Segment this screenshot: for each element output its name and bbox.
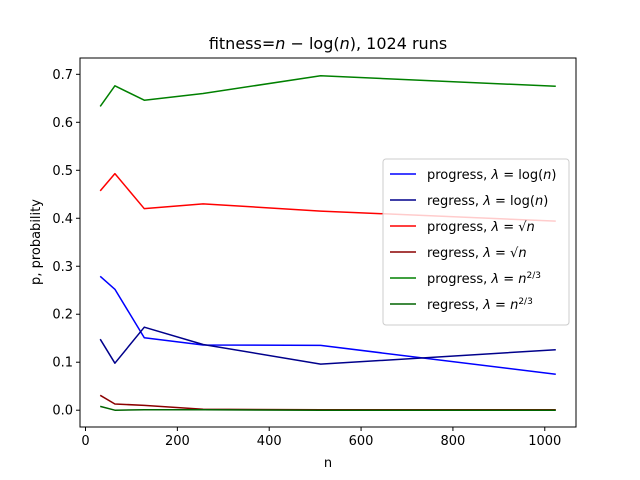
legend-label-4: progress, λ = n2/3 <box>427 271 541 287</box>
series-line-0 <box>99 275 556 375</box>
legend-entries: progress, λ = log(n) regress, λ = log(n) p… <box>390 168 556 313</box>
series-line-1 <box>99 326 556 365</box>
x-axis-ticks: 0 200 400 600 800 1000 <box>81 427 561 449</box>
legend-label-5: regress, λ = n2/3 <box>427 297 533 313</box>
x-axis-label: n <box>324 456 332 471</box>
chart-title-var-n2: n <box>340 34 350 53</box>
y-tick-label: 0.5 <box>52 164 73 179</box>
chart-title-var-n: n <box>275 34 285 53</box>
series-line-2 <box>99 172 556 222</box>
y-tick-label: 0.4 <box>52 212 73 227</box>
y-tick-label: 0.2 <box>52 308 73 323</box>
x-tick-label: 0 <box>81 434 89 449</box>
x-tick-label: 400 <box>257 434 282 449</box>
y-tick-label: 0.1 <box>52 356 73 371</box>
y-tick-label: 0.3 <box>52 260 73 275</box>
chart-title-suffix: ), 1024 runs <box>350 34 447 53</box>
chart-title-minus-log: − log( <box>285 34 339 53</box>
y-tick-label: 0.0 <box>52 404 73 419</box>
series-line-5 <box>100 405 556 411</box>
x-tick-label: 800 <box>441 434 466 449</box>
series-line-3 <box>99 394 556 411</box>
legend-label-3: regress, λ = √n <box>427 246 527 261</box>
legend-box <box>382 158 570 326</box>
chart-title-prefix: fitness= <box>209 34 275 53</box>
legend-label-2: progress, λ = √n <box>427 220 535 235</box>
chart-title: fitness=n − log(n), 1024 runs <box>209 34 447 53</box>
legend-label-0: progress, λ = log(n) <box>427 168 556 183</box>
y-tick-label: 0.6 <box>52 116 73 131</box>
x-tick-label: 1000 <box>528 434 561 449</box>
plot-lines <box>99 75 556 411</box>
legend: progress, λ = log(n) regress, λ = log(n) p… <box>382 158 570 326</box>
x-tick-label: 200 <box>165 434 190 449</box>
y-tick-label: 0.7 <box>52 68 73 83</box>
x-tick-label: 600 <box>349 434 374 449</box>
plot-frame <box>79 57 577 428</box>
y-axis-label: p, probability <box>29 199 44 285</box>
series-line-4 <box>99 75 556 107</box>
y-axis-ticks: 0.0 0.1 0.2 0.3 0.4 0.5 0.6 0.7 <box>52 68 80 419</box>
legend-label-1: regress, λ = log(n) <box>427 194 548 209</box>
